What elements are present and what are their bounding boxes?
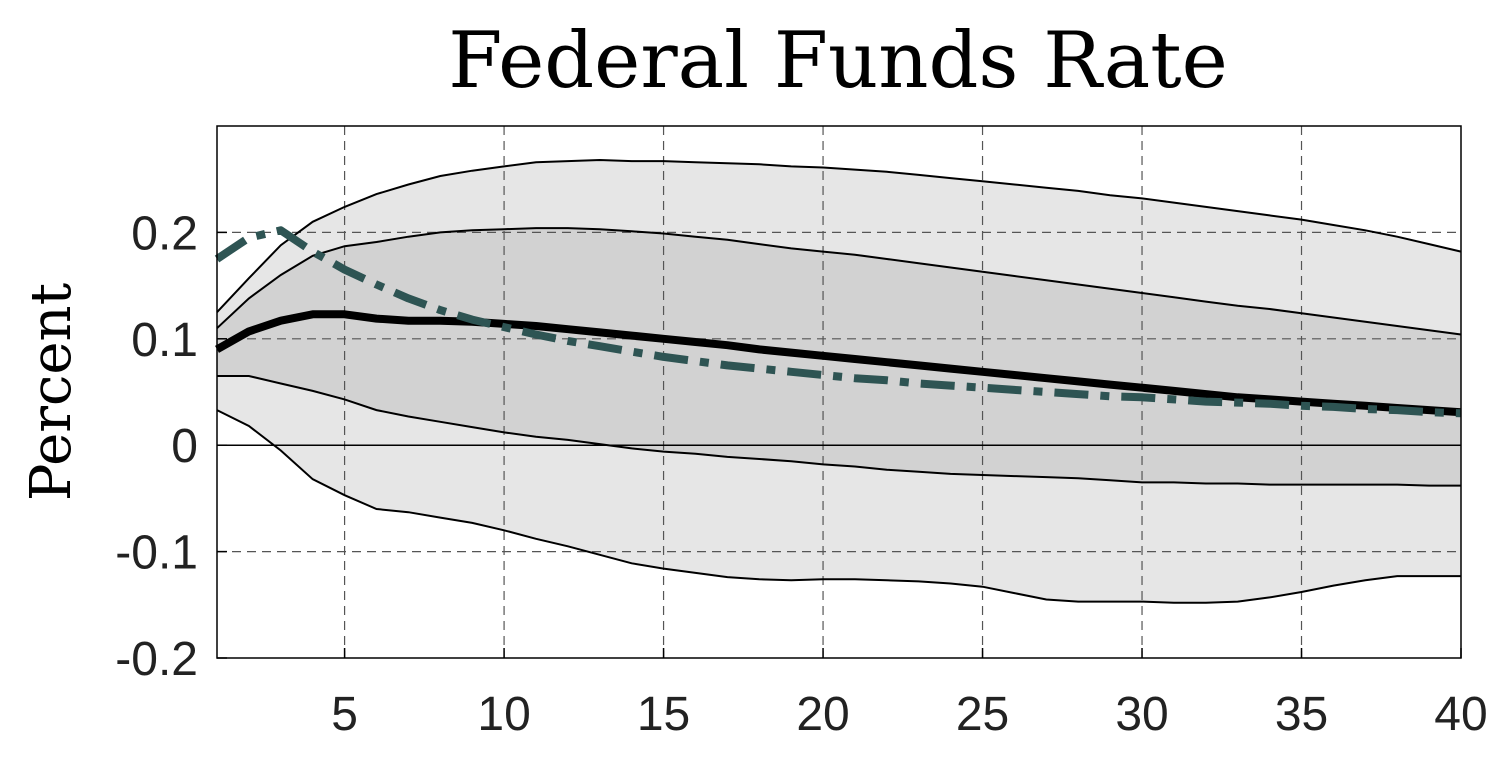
chart-title: Federal Funds Rate — [448, 16, 1228, 106]
y-tick-label: -0.1 — [115, 527, 198, 580]
x-tick-label: 10 — [477, 688, 530, 741]
x-tick-label: 15 — [637, 688, 690, 741]
x-tick-label: 30 — [1115, 688, 1168, 741]
inner-band-lower-line — [217, 375, 1461, 487]
plot-area: 5 10 15 20 25 30 35 40 -0.2 -0.1 0 0.1 0.2 — [115, 125, 1488, 741]
outer-band-lower-line — [216, 409, 1461, 604]
x-tick-label: 40 — [1434, 688, 1487, 741]
y-axis-label: Percent — [19, 282, 84, 501]
outer-band-upper-line — [216, 158, 1462, 313]
x-tick-label: 5 — [331, 688, 358, 741]
series-line-1 — [215, 310, 1462, 417]
x-tick-label: 35 — [1275, 688, 1328, 741]
series-line-2 — [214, 226, 1462, 418]
x-tick-label: 20 — [796, 688, 849, 741]
x-tick-label: 25 — [956, 688, 1009, 741]
y-tick-label: 0.1 — [131, 314, 198, 367]
axes-box — [216, 125, 1462, 659]
y-tick-label: -0.2 — [115, 633, 198, 686]
y-tick-label: 0 — [171, 420, 198, 473]
y-tick-label: 0.2 — [131, 207, 198, 260]
inner-band-upper-line — [216, 227, 1462, 336]
